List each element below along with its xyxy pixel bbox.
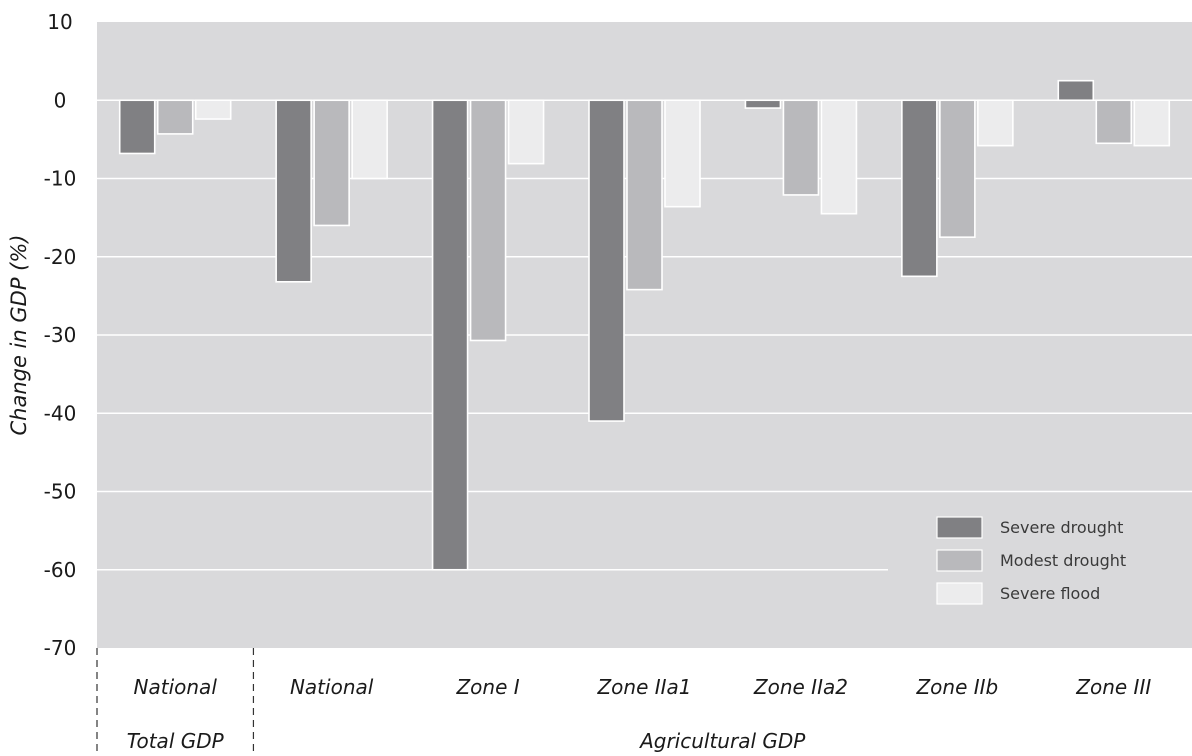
category-label: Zone I <box>455 675 519 699</box>
bar-modest-drought <box>626 99 663 291</box>
bars <box>118 79 1171 571</box>
legend: Severe drought Modest drought Severe flood <box>888 506 1192 648</box>
category-labels: National National Zone I Zone IIa1 Zone IIa2… <box>134 675 1152 699</box>
bar-severe-drought <box>118 99 156 155</box>
bar-severe-flood <box>507 99 545 165</box>
category-label: Zone III <box>1075 675 1151 699</box>
bar-modest-drought <box>1095 99 1133 145</box>
legend-label: Severe flood <box>1000 584 1100 603</box>
bar-severe-drought <box>744 99 782 109</box>
bar-severe-flood <box>351 99 388 180</box>
y-tick-label: -20 <box>44 245 77 269</box>
y-axis-ticks: 10 0 -10 -20 -30 -40 -50 -60 -70 <box>44 10 77 660</box>
bar-modest-drought <box>939 99 976 238</box>
group-label: Total GDP <box>127 729 225 753</box>
category-label: Zone IIa1 <box>596 675 691 699</box>
category-label: National <box>134 675 218 699</box>
y-tick-label: 10 <box>47 10 72 34</box>
bar-modest-drought <box>156 99 194 135</box>
bar-severe-flood <box>664 99 701 208</box>
bar-severe-drought <box>1057 79 1095 102</box>
bar-severe-flood <box>977 99 1014 147</box>
category-label: Zone IIb <box>915 675 998 699</box>
y-tick-label: 0 <box>54 88 67 112</box>
y-tick-label: -60 <box>44 558 77 582</box>
bar-severe-drought <box>431 99 469 571</box>
bar-severe-drought <box>588 99 625 422</box>
bar-severe-drought <box>901 99 938 278</box>
category-label: Zone IIa2 <box>753 675 848 699</box>
legend-label: Severe drought <box>1000 518 1123 537</box>
legend-swatch <box>936 516 983 539</box>
y-tick-label: -10 <box>44 167 77 191</box>
bar-severe-drought <box>275 99 312 283</box>
y-tick-label: -30 <box>44 323 77 347</box>
y-tick-label: -50 <box>44 480 77 504</box>
bar-severe-flood <box>1133 99 1171 147</box>
group-label: Agricultural GDP <box>638 729 806 753</box>
legend-label: Modest drought <box>1000 551 1126 570</box>
y-tick-label: -40 <box>44 401 77 425</box>
legend-swatch <box>936 582 983 605</box>
bar-modest-drought <box>782 99 820 196</box>
y-axis-title: Change in GDP (%) <box>7 234 31 435</box>
legend-swatch <box>936 549 983 572</box>
bar-severe-flood <box>194 99 232 120</box>
group-labels: Total GDP Agricultural GDP <box>96 648 806 756</box>
bar-modest-drought <box>469 99 507 342</box>
category-label: National <box>290 675 374 699</box>
bar-severe-flood <box>820 99 858 215</box>
bar-modest-drought <box>313 99 350 227</box>
y-tick-label: -70 <box>44 636 77 660</box>
